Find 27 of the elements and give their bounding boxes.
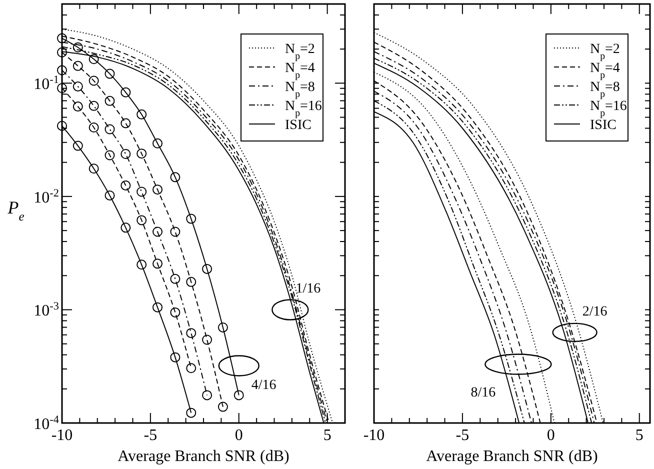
x-axis-title: Average Branch SNR (dB) <box>118 448 290 465</box>
legend-label: N$_{p}$=2 <box>590 42 620 62</box>
x-axis-title: Average Branch SNR (dB) <box>426 448 598 465</box>
legend-label: N$_{p}$=2 <box>285 42 315 62</box>
legend-label: N$_{p}$=4 <box>285 61 315 80</box>
annotation: 1/16 <box>296 282 321 297</box>
legend-label: ISIC <box>590 118 616 133</box>
y-axis-title: P$_{e}$ <box>6 198 25 224</box>
x-tick-label: 0 <box>234 427 243 444</box>
y-tick-label: 10$^{-1}$ <box>34 74 59 94</box>
x-tick-label: 0 <box>546 427 555 444</box>
x-tick-label: 5 <box>635 427 644 444</box>
annotation: 8/16 <box>470 385 496 400</box>
legend-label: N$_{p}$=16 <box>590 99 627 118</box>
y-tick-label: 10$^{-2}$ <box>34 187 59 206</box>
legend-label: ISIC <box>285 118 312 133</box>
x-tick-label: -10 <box>363 427 385 444</box>
legend-label: N$_{p}$=4 <box>590 61 620 80</box>
annotation: 4/16 <box>251 378 276 393</box>
legend-label: N$_{p}$=8 <box>285 80 315 100</box>
x-tick-label: -5 <box>456 427 470 444</box>
x-tick-label: -5 <box>144 427 158 444</box>
legend-label: N$_{p}$=8 <box>590 80 620 100</box>
x-tick-label: 5 <box>323 427 332 444</box>
legend-label: N$_{p}$=16 <box>285 99 322 118</box>
y-tick-label: 10$^{-3}$ <box>34 300 60 320</box>
annotation: 2/16 <box>582 304 608 320</box>
